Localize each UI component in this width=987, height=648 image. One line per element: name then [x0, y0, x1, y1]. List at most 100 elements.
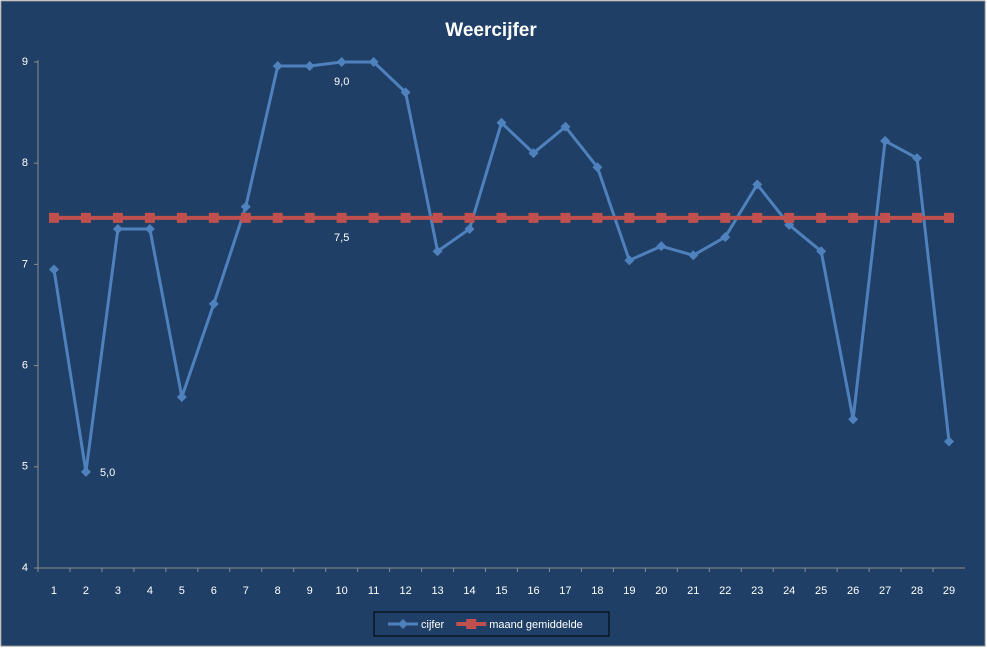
x-tick-label: 20	[655, 585, 667, 597]
data-label: 9,0	[334, 76, 349, 88]
data-point	[592, 212, 603, 223]
data-point	[560, 121, 571, 132]
data-point	[464, 223, 475, 234]
data-point	[272, 61, 283, 72]
data-point	[400, 87, 411, 98]
data-point	[848, 414, 859, 425]
x-tick-label: 12	[399, 585, 411, 597]
data-point	[944, 436, 955, 447]
x-tick-label: 22	[719, 585, 731, 597]
x-tick-label: 5	[179, 585, 185, 597]
x-tick-label: 3	[115, 585, 121, 597]
data-label: 5,0	[100, 467, 115, 479]
data-point	[592, 162, 603, 173]
data-point	[208, 298, 219, 309]
data-point	[112, 212, 123, 223]
x-tick-label: 14	[463, 585, 475, 597]
data-point	[336, 57, 347, 67]
data-point	[368, 57, 379, 67]
x-tick-label: 6	[211, 585, 217, 597]
x-tick-label: 8	[275, 585, 281, 597]
data-point	[48, 212, 59, 223]
data-point	[432, 246, 443, 257]
data-point	[80, 212, 91, 223]
x-tick-label: 10	[336, 585, 348, 597]
x-tick-label: 9	[307, 585, 313, 597]
x-tick-label: 29	[943, 585, 955, 597]
data-label: 7,5	[334, 232, 349, 244]
data-point	[752, 212, 763, 223]
data-point	[176, 212, 187, 223]
x-tick-label: 25	[815, 585, 827, 597]
x-tick-label: 1	[51, 585, 57, 597]
y-tick-label: 7	[22, 258, 28, 270]
data-point	[848, 212, 859, 223]
data-point	[304, 61, 315, 72]
data-point	[496, 212, 507, 223]
x-tick-label: 26	[847, 585, 859, 597]
data-point	[112, 223, 123, 234]
data-point	[720, 212, 731, 223]
data-point	[656, 241, 667, 252]
data-point	[432, 212, 443, 223]
data-point	[528, 212, 539, 223]
data-point	[304, 212, 315, 223]
data-point	[656, 212, 667, 223]
data-point	[688, 250, 699, 261]
data-point	[80, 466, 91, 477]
data-point	[240, 201, 251, 212]
data-point	[48, 264, 59, 275]
data-point	[912, 212, 923, 223]
data-point	[816, 246, 827, 257]
data-point	[272, 212, 283, 223]
x-tick-label: 2	[83, 585, 89, 597]
legend-marker	[466, 619, 477, 629]
x-tick-label: 18	[591, 585, 603, 597]
legend-label: cijfer	[421, 619, 445, 631]
data-point	[816, 212, 827, 223]
data-point	[752, 179, 763, 190]
data-point	[784, 212, 795, 223]
y-tick-label: 9	[22, 56, 28, 68]
x-tick-label: 15	[495, 585, 507, 597]
y-tick-label: 6	[22, 360, 28, 372]
data-point	[944, 212, 955, 223]
data-point	[144, 212, 155, 223]
data-point	[880, 212, 891, 223]
x-tick-label: 17	[559, 585, 571, 597]
data-point	[688, 212, 699, 223]
x-tick-label: 7	[243, 585, 249, 597]
chart-title: Weercijfer	[445, 20, 537, 41]
x-tick-label: 28	[911, 585, 923, 597]
data-point	[496, 117, 507, 128]
y-tick-label: 8	[22, 157, 28, 169]
x-tick-label: 27	[879, 585, 891, 597]
data-point	[176, 391, 187, 402]
data-point	[400, 212, 411, 223]
y-tick-label: 4	[22, 562, 28, 574]
data-point	[624, 212, 635, 223]
y-tick-label: 5	[22, 461, 28, 473]
x-tick-label: 16	[527, 585, 539, 597]
data-point	[528, 148, 539, 159]
x-tick-label: 24	[783, 585, 795, 597]
data-point	[624, 255, 635, 266]
data-point	[720, 232, 731, 243]
data-point	[464, 212, 475, 223]
x-tick-label: 13	[431, 585, 443, 597]
x-tick-label: 4	[147, 585, 153, 597]
data-point	[240, 212, 251, 223]
data-point	[368, 212, 379, 223]
data-point	[912, 153, 923, 164]
data-point	[144, 223, 155, 234]
x-tick-label: 21	[687, 585, 699, 597]
x-tick-label: 11	[368, 585, 379, 597]
legend-label: maand gemiddelde	[489, 619, 583, 631]
x-tick-label: 23	[751, 585, 763, 597]
x-tick-label: 19	[623, 585, 635, 597]
data-point	[880, 135, 891, 146]
data-point	[208, 212, 219, 223]
